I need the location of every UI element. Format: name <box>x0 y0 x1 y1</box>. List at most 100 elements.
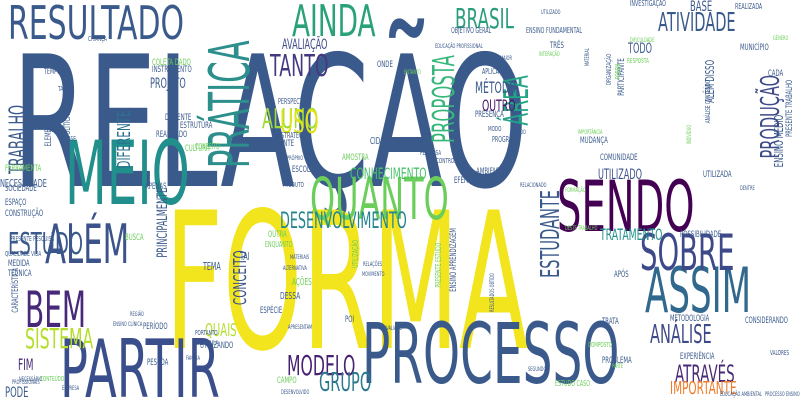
word: TEMA <box>203 260 221 273</box>
word: PRESENTE PESQUISA <box>10 235 55 243</box>
word: RESULTADOS OBTIDO <box>489 273 496 312</box>
word: DESENVOLVIDO <box>281 389 310 396</box>
word: REGIÃO <box>130 311 144 318</box>
word: QUANTO <box>310 165 449 233</box>
word: MAIOR <box>500 55 512 62</box>
word: RESPOSTA <box>627 57 649 65</box>
word: APÓS <box>614 270 629 280</box>
word: APENAS <box>145 182 167 192</box>
word: DIFICULDADE <box>630 37 655 44</box>
word: AMBIENTE <box>476 167 504 177</box>
word: PARTE <box>612 363 624 370</box>
word: PROJETO <box>150 76 186 92</box>
word: UTILIZAÇÃO <box>351 240 360 268</box>
word: EDUCAÇÃO AMBIENTAL <box>720 391 762 398</box>
word: COMPOSTO <box>588 341 613 349</box>
word: POI <box>345 315 355 325</box>
word: ASSIM <box>645 254 752 327</box>
word: INSTRUMENTO <box>152 65 192 75</box>
word: QUALIDADE VIDA <box>5 250 42 258</box>
word: AINDA <box>292 0 376 47</box>
word: BEM <box>25 281 87 339</box>
word: PRESENÇA <box>475 110 504 120</box>
word: EMPRESA <box>62 385 80 392</box>
word: EXPERIÊNCIA <box>680 352 715 362</box>
word: PRINCIPALMENTE <box>155 187 171 258</box>
word: ESPÉCIE <box>260 306 283 316</box>
word: EFEITO <box>454 176 474 186</box>
word: CONSTRUÇÃO <box>5 209 44 219</box>
word: ALUNO <box>262 102 319 135</box>
word: MÉTODO <box>475 78 517 97</box>
word: ESPAÇO <box>5 198 27 208</box>
word: FORMAÇÃO <box>565 187 586 194</box>
word: ENSINO CLÍNICA <box>113 321 143 328</box>
word: PARTIR <box>60 323 220 400</box>
word: PESSOA <box>147 358 169 368</box>
word: SISTEMA <box>25 322 94 355</box>
word: CONHECIMENTO <box>350 164 427 183</box>
word: TEMPO <box>44 67 61 76</box>
word: DEVIDO <box>87 258 102 265</box>
word: MODO <box>488 125 502 133</box>
word: ACORDO <box>510 129 526 136</box>
word: FIM <box>18 355 34 374</box>
word: PRESENTE TRABALHO <box>785 79 795 137</box>
word: ESCOLA <box>292 165 314 175</box>
word: TAL <box>58 85 66 93</box>
word: TRATAMENTO <box>600 225 663 244</box>
word: ENQUANTO <box>265 240 293 249</box>
word: ORGANIZAÇÃO <box>605 53 613 86</box>
word: MOVIMENTO <box>362 271 385 278</box>
word: EDUCAÇÃO PROFISSIONAL <box>435 43 483 50</box>
word: UTILIZANDO <box>200 341 234 351</box>
word: FERRAMENTA <box>5 164 42 174</box>
word: INDIVÍDUO <box>686 124 693 145</box>
word: AÇÕES <box>292 277 312 288</box>
word: AVALIAÇÃO <box>282 37 328 53</box>
word: PROCESSO ENSINO <box>765 391 800 398</box>
word: MATERIAIS <box>290 254 310 261</box>
word: RELAÇÃO <box>12 17 528 229</box>
word: ALTERNATIVA <box>283 265 307 272</box>
word: ANÁLISE <box>650 320 712 350</box>
word: PROFISSIONAIS <box>12 379 40 386</box>
word: UTILIZADA <box>703 170 732 180</box>
word: INVESTIGAÇÃO <box>630 0 666 8</box>
word: DIFERENTE <box>114 110 135 169</box>
word: MATERIAL <box>584 48 591 66</box>
word: PESQUISA <box>420 149 442 157</box>
word: PORÉM <box>614 63 622 79</box>
word: REALIZADO <box>156 130 188 140</box>
word: UTILIZADO <box>598 167 642 183</box>
word: IMPORTÂNCIA <box>578 129 603 136</box>
word: UTILIZADO <box>541 9 561 16</box>
word: COMUNIDADE <box>600 153 638 163</box>
word: BASE <box>690 0 713 15</box>
word: USO <box>280 103 319 141</box>
word: CONTROLE <box>436 157 460 165</box>
word: ESTUDO CASO <box>555 379 590 388</box>
word: PACIENTE <box>268 139 295 149</box>
word: DESTE TRABALHO <box>565 225 598 232</box>
word: TODO <box>628 41 652 57</box>
word: METODOLOGIA <box>670 314 710 324</box>
word: MUDANÇA <box>580 136 608 146</box>
word: OBJETIVO GERAL <box>451 26 492 35</box>
word: ATRAVÉS <box>675 360 735 388</box>
word: SOCIEDADE <box>5 184 37 194</box>
word: RELAÇÕES <box>363 261 383 268</box>
word: BRASIL <box>455 2 514 35</box>
word: DOCENTE <box>165 113 192 123</box>
word: PROGRAMA <box>492 135 520 144</box>
word: QUAIS <box>205 320 237 341</box>
word: COLETA DADO <box>152 58 191 68</box>
word: NECESSÁRIO <box>19 376 43 383</box>
word: DESSE <box>62 135 76 143</box>
word: TRATA <box>602 317 619 327</box>
word: FORMA <box>165 172 528 393</box>
word: SOBRE <box>640 224 735 282</box>
word: CONFEITO <box>195 142 220 151</box>
word: ENTANTO <box>404 69 422 76</box>
